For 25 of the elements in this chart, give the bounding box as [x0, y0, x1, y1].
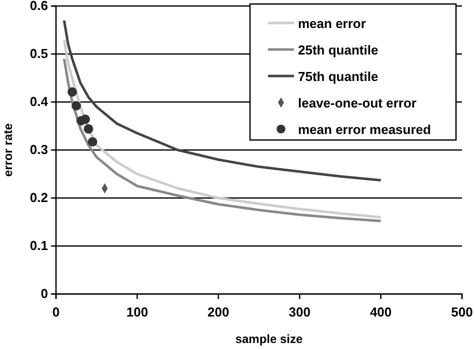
- legend-label: 25th quantile: [298, 42, 378, 58]
- legend-label: leave-one-out error: [298, 96, 416, 110]
- legend-label: mean error measured: [298, 122, 432, 137]
- y-tick-label: 0.1: [30, 238, 48, 254]
- point: [84, 124, 94, 134]
- x-tick-label: 200: [208, 304, 230, 320]
- x-tick-label: 0: [52, 304, 60, 320]
- x-tick-label: 100: [126, 304, 148, 320]
- y-tick-label: 0.5: [30, 46, 48, 62]
- y-tick-label: 0.6: [30, 0, 48, 14]
- point: [72, 101, 82, 111]
- legend-label: 75th quantile: [298, 69, 378, 84]
- y-tick-label: 0: [40, 286, 48, 302]
- point: [68, 87, 77, 97]
- x-tick-label: 300: [288, 304, 310, 320]
- x-tick-label: 400: [370, 304, 392, 320]
- x-axis-title: sample size: [235, 332, 304, 346]
- point: [88, 137, 98, 147]
- y-tick-label: 0.2: [30, 190, 48, 206]
- legend-label: mean error: [298, 16, 366, 31]
- y-axis-title: error rate: [1, 123, 15, 177]
- x-tick-label: 500: [451, 304, 473, 320]
- y-tick-label: 0.4: [30, 94, 49, 110]
- y-tick-label: 0.3: [30, 142, 48, 158]
- point: [80, 114, 90, 124]
